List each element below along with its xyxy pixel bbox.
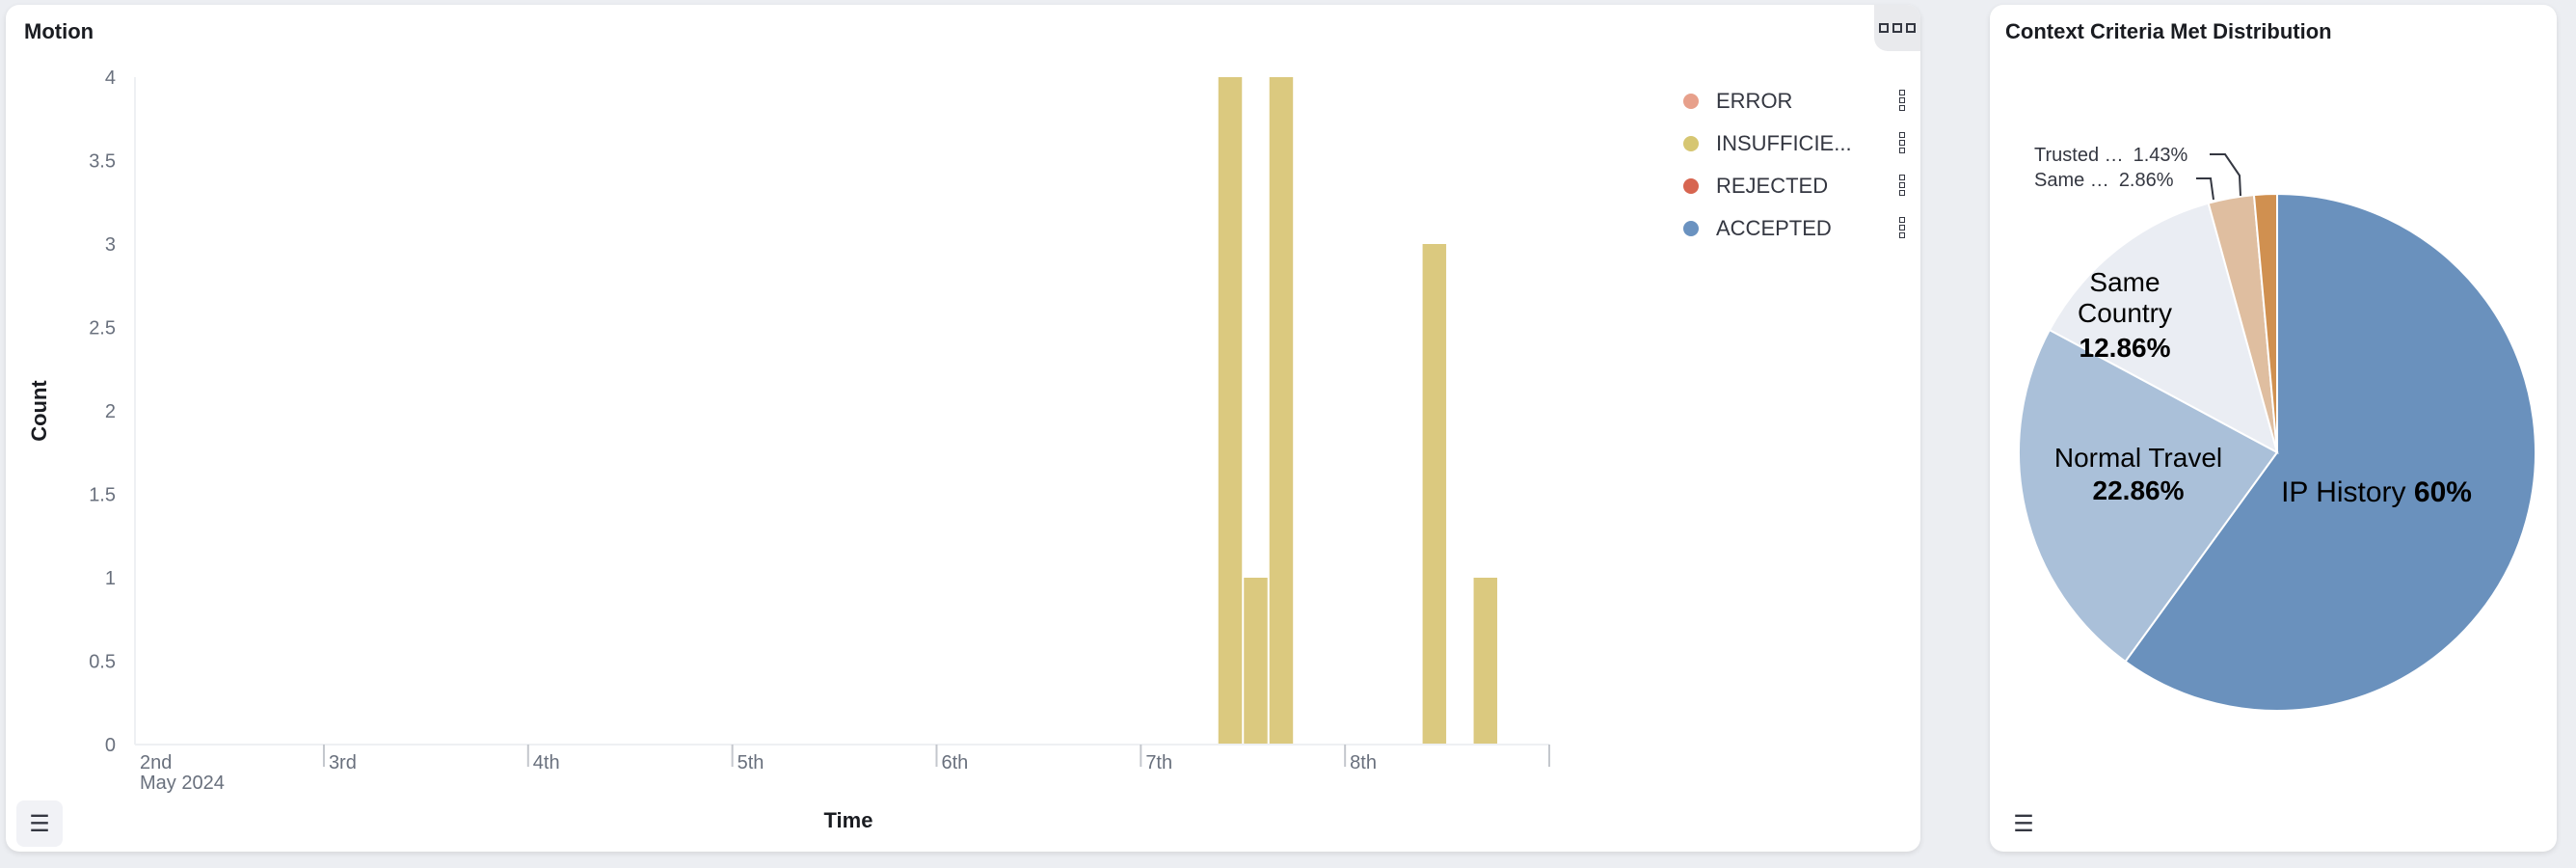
slice-value-normal-travel: 22.86% xyxy=(2093,475,2185,505)
y-axis-title: Count xyxy=(27,380,51,442)
leader-line-same xyxy=(2196,177,2214,201)
y-tick-label: 0 xyxy=(105,735,116,756)
slice-label-trusted: Trusted … 1.43% xyxy=(2034,145,2188,166)
pie-slice[interactable] xyxy=(2124,192,2536,712)
legend-color-dot xyxy=(1683,136,1699,151)
pie-slice[interactable] xyxy=(2252,192,2278,453)
y-tick-label: 4 xyxy=(105,68,116,89)
x-tick-label: 2nd xyxy=(140,752,172,773)
slice-label-same-country-word1: Same xyxy=(2089,267,2160,297)
bar[interactable] xyxy=(1473,578,1498,745)
list-icon: ☰ xyxy=(29,810,50,837)
x-tick-label: 4th xyxy=(533,752,560,773)
legend-toggle-button[interactable]: ☰ xyxy=(2000,800,2047,847)
leader-line-trusted xyxy=(2210,153,2241,197)
x-tick-label: 7th xyxy=(1145,752,1172,773)
slice-label-ip-history: IP History 60% xyxy=(2281,476,2472,508)
slice-label-same-country-word2: Country xyxy=(2078,298,2172,328)
x-axis-title: Time xyxy=(824,808,873,832)
pie-slice[interactable] xyxy=(2018,328,2279,664)
slice-label-same: Same … 2.86% xyxy=(2034,170,2174,191)
bar[interactable] xyxy=(1269,77,1294,745)
x-tick-label: 8th xyxy=(1350,752,1377,773)
bar[interactable] xyxy=(1218,77,1243,745)
legend-color-dot xyxy=(1683,178,1699,194)
panel-options-button[interactable] xyxy=(1874,5,1920,51)
slice-value-same-country: 12.86% xyxy=(2080,333,2171,363)
bar[interactable] xyxy=(1244,578,1268,745)
y-tick-label: 0.5 xyxy=(89,652,116,673)
y-tick-label: 1.5 xyxy=(89,485,116,506)
legend-label: REJECTED xyxy=(1716,174,1829,198)
y-tick-label: 3.5 xyxy=(89,151,116,173)
legend-label: INSUFFICIE... xyxy=(1716,131,1852,155)
pie-chart: IP History 60% Normal Travel 22.86% Same… xyxy=(2018,145,2536,712)
legend-item-menu-icon[interactable] xyxy=(1899,90,1905,111)
panel-title: Context Criteria Met Distribution xyxy=(2005,19,2332,43)
legend-item[interactable]: INSUFFICIE... xyxy=(1683,122,1905,165)
legend-label: ACCEPTED xyxy=(1716,216,1832,240)
legend-color-dot xyxy=(1683,221,1699,236)
dots-horizontal-icon xyxy=(1879,23,1889,33)
pie-slice[interactable] xyxy=(2048,202,2279,454)
motion-panel: Motion ☰ ERROR INSUFFICIE... REJECTED ACCEP… xyxy=(6,5,1920,852)
y-tick-label: 2 xyxy=(105,401,116,422)
x-tick-label: 3rd xyxy=(329,752,357,773)
legend-toggle-button[interactable]: ☰ xyxy=(16,800,63,847)
y-tick-label: 3 xyxy=(105,234,116,256)
y-tick-label: 1 xyxy=(105,568,116,589)
x-tick-label: 5th xyxy=(738,752,765,773)
legend-label: ERROR xyxy=(1716,89,1793,113)
legend-item-menu-icon[interactable] xyxy=(1899,217,1905,238)
legend-item[interactable]: ACCEPTED xyxy=(1683,207,1905,250)
legend-item[interactable]: REJECTED xyxy=(1683,165,1905,207)
legend-item[interactable]: ERROR xyxy=(1683,80,1905,122)
x-tick-label: 6th xyxy=(941,752,968,773)
x-tick-sublabel: May 2024 xyxy=(140,773,225,794)
panel-title: Motion xyxy=(24,19,94,43)
slice-label-normal-travel: Normal Travel xyxy=(2054,443,2222,473)
legend-color-dot xyxy=(1683,94,1699,109)
legend-item-menu-icon[interactable] xyxy=(1899,175,1905,196)
legend-item-menu-icon[interactable] xyxy=(1899,132,1905,153)
bar[interactable] xyxy=(1422,244,1447,745)
chart-legend: ERROR INSUFFICIE... REJECTED ACCEPTED xyxy=(1683,80,1905,250)
y-tick-label: 2.5 xyxy=(89,318,116,339)
list-icon: ☰ xyxy=(2013,810,2034,837)
